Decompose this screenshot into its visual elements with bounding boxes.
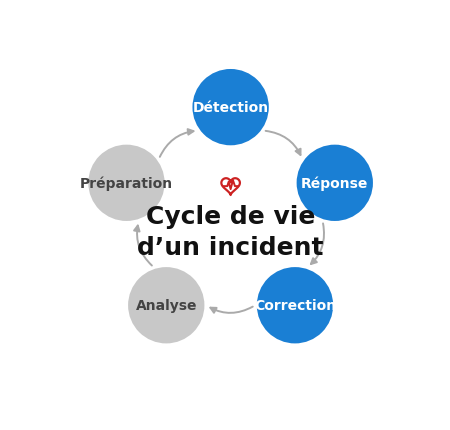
Circle shape (257, 267, 333, 344)
Text: Détection: Détection (193, 101, 269, 115)
Text: Réponse: Réponse (301, 176, 369, 190)
Text: Préparation: Préparation (80, 176, 173, 190)
FancyArrowPatch shape (311, 224, 324, 264)
Circle shape (193, 70, 269, 146)
FancyArrowPatch shape (266, 132, 301, 156)
Circle shape (88, 145, 165, 221)
Text: Correction: Correction (254, 298, 336, 313)
FancyArrowPatch shape (211, 307, 253, 313)
FancyArrowPatch shape (134, 226, 152, 266)
Circle shape (128, 267, 204, 344)
Text: Analyse: Analyse (135, 298, 197, 313)
FancyArrowPatch shape (160, 130, 194, 157)
Circle shape (297, 145, 373, 221)
Text: Cycle de vie
d’un incident: Cycle de vie d’un incident (137, 205, 324, 259)
